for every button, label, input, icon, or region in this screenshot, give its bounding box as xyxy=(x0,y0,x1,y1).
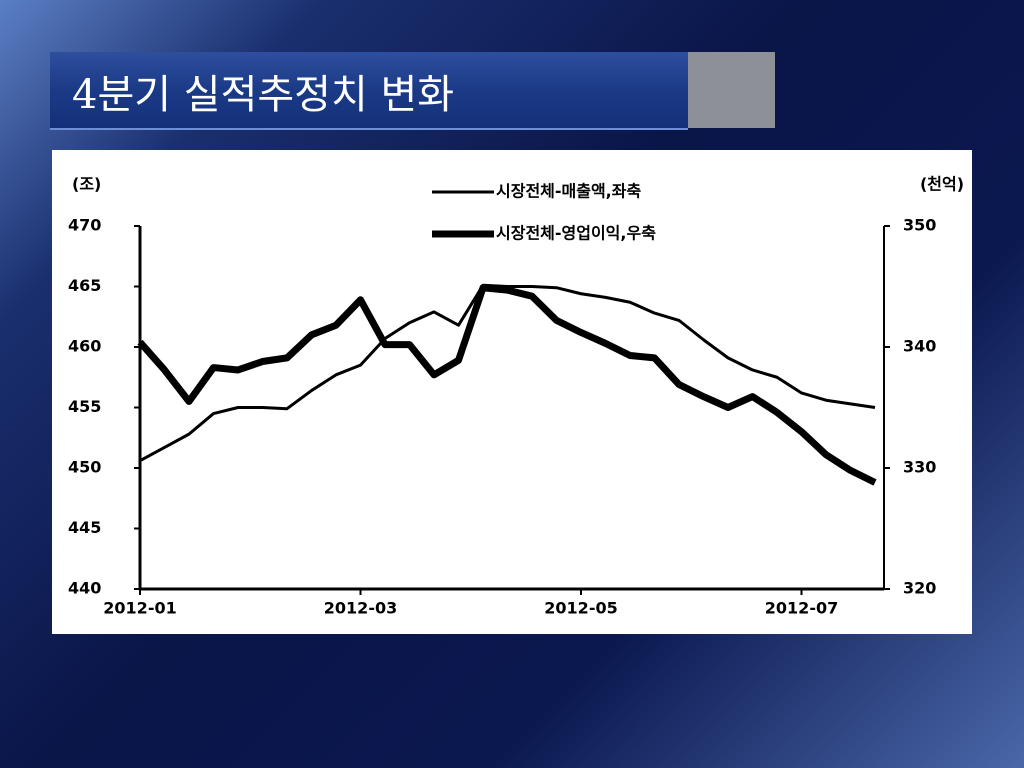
y-unit-label: (조) xyxy=(72,175,101,194)
y-tick-label: 450 xyxy=(68,458,101,477)
slide-title: 4분기 실적추정치 변화 xyxy=(72,72,455,118)
legend-label: 시장전체-매출액,좌축 xyxy=(496,182,641,201)
series-line xyxy=(137,284,877,486)
y-tick-label: 445 xyxy=(68,518,101,537)
x-tick-label: 2012-03 xyxy=(324,599,397,618)
y-tick-label: 470 xyxy=(68,216,101,235)
y2-tick-label: 320 xyxy=(903,579,936,598)
title-bar xyxy=(50,52,688,130)
y2-tick-label: 350 xyxy=(903,216,936,235)
x-tick-label: 2012-01 xyxy=(103,599,176,618)
x-tick-label: 2012-05 xyxy=(544,599,617,618)
series-line xyxy=(139,283,876,463)
y-tick-label: 465 xyxy=(68,276,101,295)
y2-tick-label: 330 xyxy=(903,458,936,477)
x-tick-label: 2012-07 xyxy=(765,599,838,618)
title-bar-accent xyxy=(688,52,775,128)
y-tick-label: 440 xyxy=(68,579,101,598)
legend-label: 시장전체-영업이익,우축 xyxy=(496,224,656,243)
y-tick-label: 455 xyxy=(68,397,101,416)
chart-panel xyxy=(52,150,972,634)
y-tick-label: 460 xyxy=(68,337,101,356)
y2-tick-label: 340 xyxy=(903,337,936,356)
y2-unit-label: (천억) xyxy=(920,175,964,194)
